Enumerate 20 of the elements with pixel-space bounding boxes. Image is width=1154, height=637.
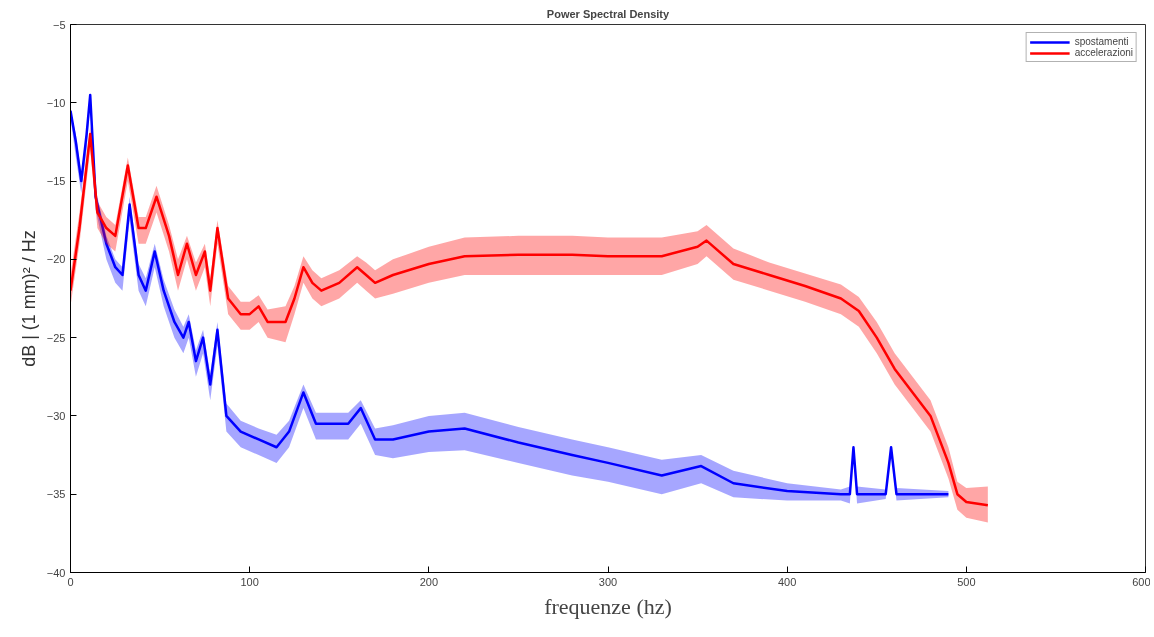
x-tick-label: 200 [419,575,439,588]
y-tick-label: −15 [46,175,66,188]
y-tick-label: −30 [46,409,66,422]
x-axis-title: frequenze (hz) [544,593,672,619]
y-tick-label: −40 [46,566,66,579]
x-tick-label: 500 [957,575,976,588]
y-tick-label: −20 [46,253,66,266]
y-tick-label: −25 [46,331,66,344]
y-axis-title: dB | (1 mm)² / Hz [18,230,39,367]
x-tick-label: 600 [1132,575,1151,588]
x-tick-label: 300 [598,575,618,588]
legend-label: accelerazioni [1074,47,1133,58]
legend-label: spostamenti [1074,36,1129,47]
y-tick-label: −35 [46,488,66,501]
x-tick-label: 100 [240,575,259,588]
x-tick-label: 400 [777,575,797,588]
y-tick-label: −5 [52,18,66,31]
y-tick-label: −10 [46,96,66,109]
chart-title: Power Spectral Density [546,7,671,20]
x-tick-label: 0 [67,575,74,588]
